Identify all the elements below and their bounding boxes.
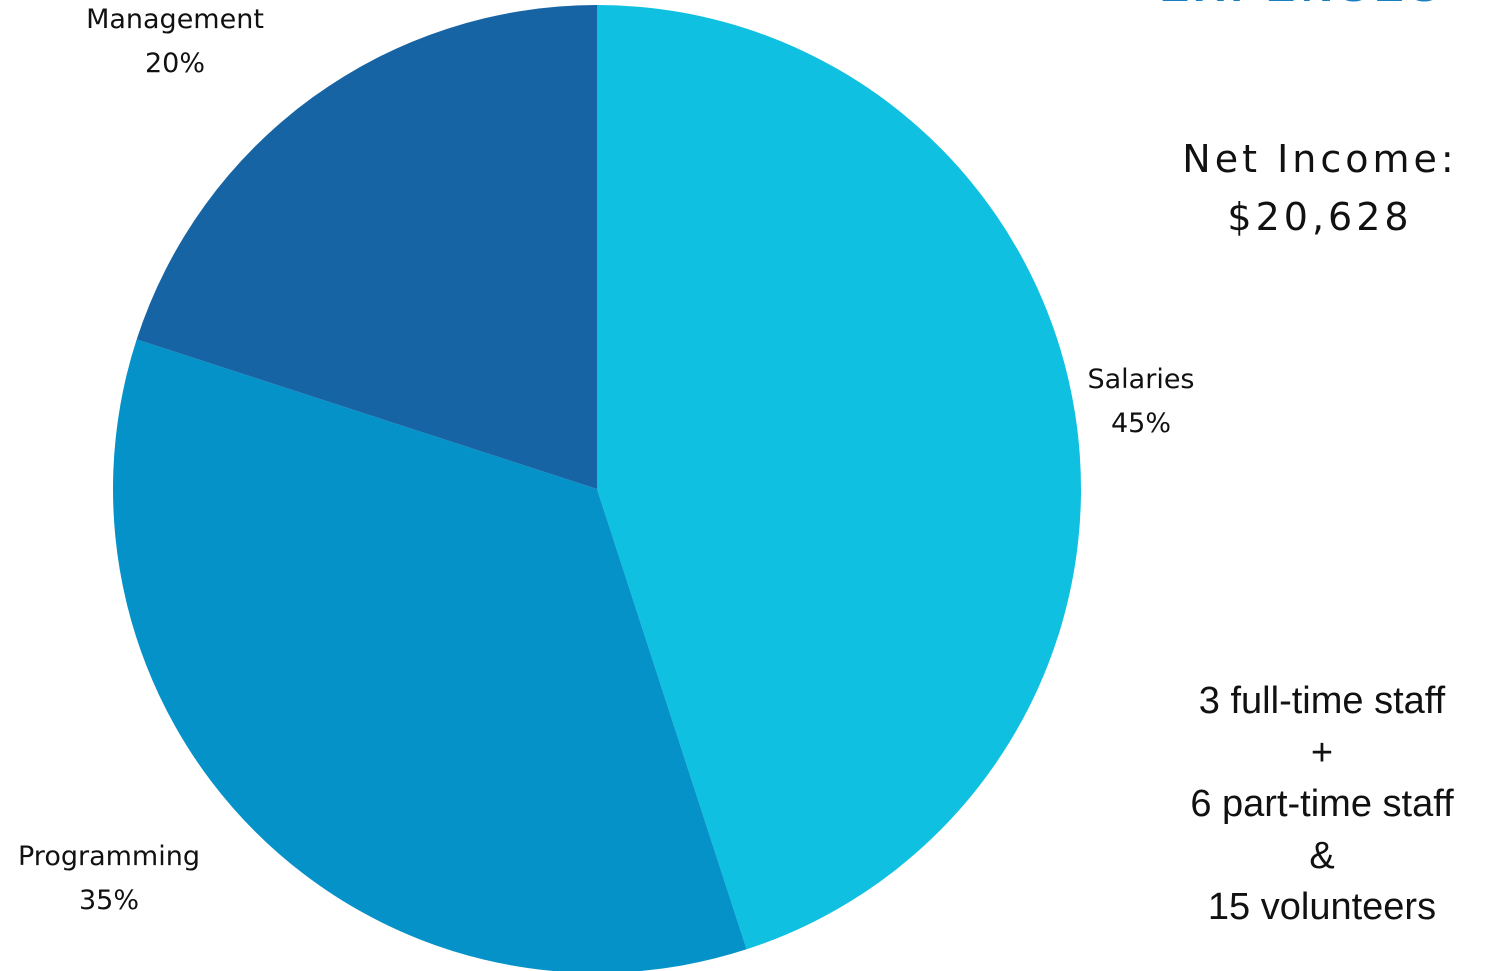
staff-summary: 3 full-time staff + 6 part-time staff & … (1142, 676, 1491, 934)
net-income-value: $20,628 (1227, 195, 1413, 239)
pie-slice-management (136, 5, 597, 489)
staff-full-time: 3 full-time staff (1198, 680, 1446, 722)
slice-name-salaries: Salaries (1087, 364, 1195, 395)
pie-slice-salaries (597, 5, 1081, 950)
slice-value-salaries: 45% (1110, 408, 1171, 439)
staff-plus: + (1310, 731, 1334, 774)
slice-label-management: Management 20% (60, 0, 290, 86)
page-heading: EXPENSES (1150, 0, 1480, 10)
page-heading-text: EXPENSES (1160, 0, 1445, 10)
staff-and: & (1309, 834, 1335, 877)
net-income-block: Net Income: $20,628 (1140, 130, 1491, 246)
net-income-label: Net Income: (1182, 137, 1458, 181)
slice-name-management: Management (86, 4, 264, 35)
staff-volunteers: 15 volunteers (1207, 886, 1437, 928)
slice-value-management: 20% (144, 48, 205, 79)
slice-value-programming: 35% (78, 885, 139, 916)
slice-label-programming: Programming 35% (0, 835, 218, 923)
slice-name-programming: Programming (18, 841, 200, 872)
staff-part-time: 6 part-time staff (1190, 783, 1454, 825)
pie-slice-programming (113, 339, 747, 971)
slice-label-salaries: Salaries 45% (1070, 358, 1212, 446)
